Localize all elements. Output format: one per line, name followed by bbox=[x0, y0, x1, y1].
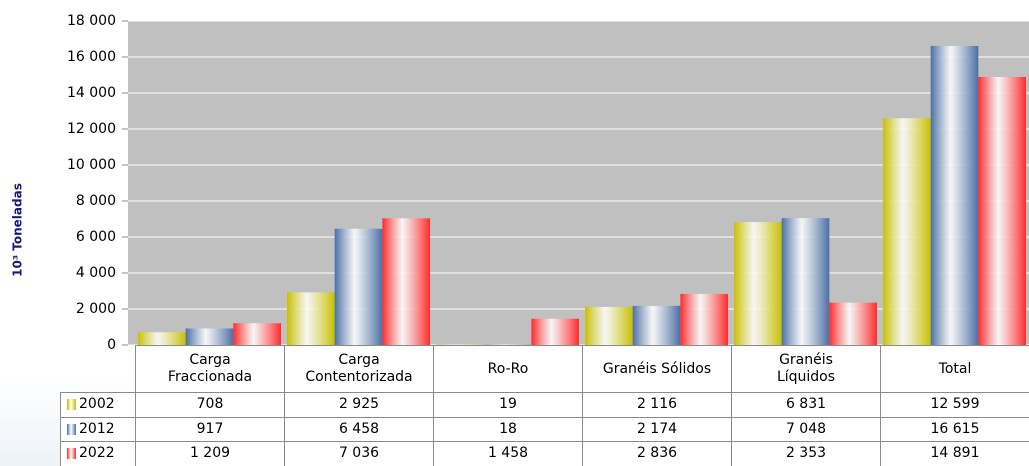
table-value: 917 bbox=[135, 416, 285, 442]
table-value: 12 599 bbox=[880, 392, 1029, 418]
table-value: 19 bbox=[433, 392, 583, 418]
y-tick-label: 12 000 bbox=[67, 121, 116, 137]
y-tick-label: 0 bbox=[107, 337, 116, 353]
table-value: 2 174 bbox=[582, 416, 732, 442]
bar bbox=[334, 228, 383, 345]
y-tick-label: 16 000 bbox=[67, 49, 116, 65]
bar bbox=[930, 45, 979, 346]
bar bbox=[137, 332, 186, 345]
bar bbox=[781, 218, 830, 345]
bar bbox=[680, 293, 729, 345]
bar bbox=[531, 318, 580, 345]
bar bbox=[382, 218, 431, 345]
table-value: 14 891 bbox=[880, 441, 1029, 466]
bar bbox=[632, 305, 681, 345]
table-value: 7 036 bbox=[284, 441, 434, 466]
table-value: 1 458 bbox=[433, 441, 583, 466]
category-label: Carga Contentorizada bbox=[284, 345, 434, 393]
bar bbox=[978, 76, 1027, 345]
table-value: 6 831 bbox=[731, 392, 881, 418]
legend-label: 2012 bbox=[79, 420, 115, 437]
table-value: 18 bbox=[433, 416, 583, 442]
legend-entry: 2022 bbox=[60, 441, 136, 466]
y-axis-label: 10³ Toneladas bbox=[11, 183, 25, 277]
bar bbox=[733, 222, 782, 345]
table-value: 2 836 bbox=[582, 441, 732, 466]
legend-marker bbox=[67, 423, 76, 435]
legend-entry: 2012 bbox=[60, 416, 136, 442]
y-tick-label: 2 000 bbox=[76, 301, 116, 317]
bar bbox=[185, 328, 234, 345]
y-tick-label: 14 000 bbox=[67, 85, 116, 101]
legend-label: 2002 bbox=[79, 396, 115, 413]
table-value: 16 615 bbox=[880, 416, 1029, 442]
bar bbox=[286, 292, 335, 345]
y-tick-label: 6 000 bbox=[76, 229, 116, 245]
table-value: 2 353 bbox=[731, 441, 881, 466]
table-value: 2 116 bbox=[582, 392, 732, 418]
y-tick-label: 18 000 bbox=[67, 13, 116, 29]
legend-marker bbox=[67, 399, 76, 411]
category-label: Ro-Ro bbox=[433, 345, 583, 393]
bar bbox=[882, 118, 931, 345]
table-value: 2 925 bbox=[284, 392, 434, 418]
table-value: 708 bbox=[135, 392, 285, 418]
bar bbox=[584, 306, 633, 345]
legend-label: 2022 bbox=[79, 445, 115, 462]
plot-area bbox=[128, 21, 1029, 345]
bar bbox=[829, 302, 878, 345]
legend-marker bbox=[67, 448, 76, 460]
table-value: 7 048 bbox=[731, 416, 881, 442]
table-value: 6 458 bbox=[284, 416, 434, 442]
y-tick-label: 10 000 bbox=[67, 157, 116, 173]
y-tick-label: 4 000 bbox=[76, 265, 116, 281]
category-label: Granéis Líquidos bbox=[731, 345, 881, 393]
category-label: Granéis Sólidos bbox=[582, 345, 732, 393]
table-value: 1 209 bbox=[135, 441, 285, 466]
category-label: Carga Fraccionada bbox=[135, 345, 285, 393]
y-tick-label: 8 000 bbox=[76, 193, 116, 209]
bar bbox=[233, 323, 282, 345]
category-label: Total bbox=[880, 345, 1029, 393]
legend-entry: 2002 bbox=[60, 392, 136, 418]
